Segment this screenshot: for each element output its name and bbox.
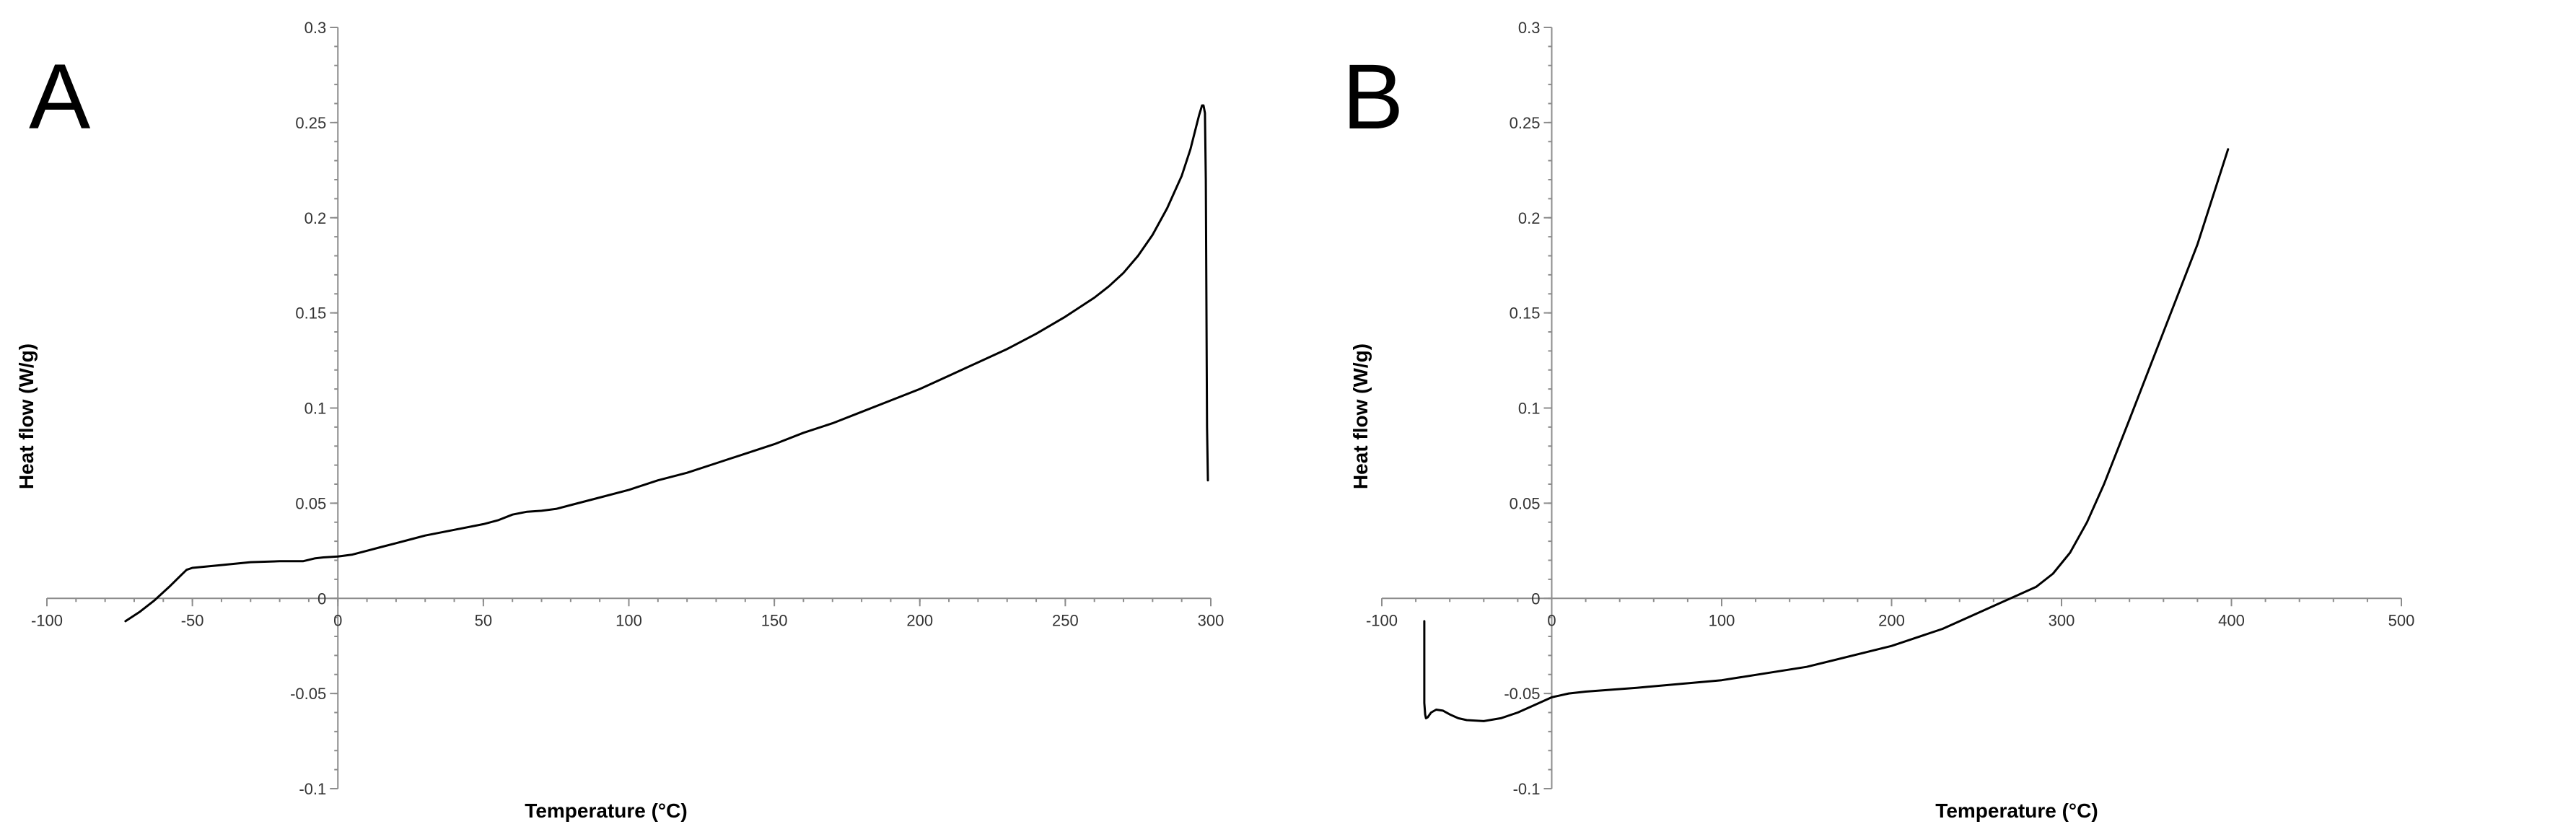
chart-a-x-tick-label: -50 (181, 611, 204, 629)
chart-a-y-tick-label: 0.25 (295, 114, 326, 132)
chart-panel-a: A -100 -50 0 50 100 150 200 250 300 -0.1 -0.05 0 0.0… (15, 19, 1225, 822)
chart-a-x-tick-label: 50 (475, 611, 492, 629)
chart-a-x-tick-label: 200 (906, 611, 933, 629)
chart-a-y-tick-label: 0.3 (305, 19, 327, 37)
chart-b-x-tick-label: 0 (1547, 611, 1556, 629)
chart-b-x-tick-label: 100 (1709, 611, 1735, 629)
chart-b-x-tick-label: 300 (2049, 611, 2075, 629)
chart-b-y-tick-label: 0.2 (1518, 209, 1541, 227)
chart-a-y-tick-label: 0.2 (305, 209, 327, 227)
chart-a-y-tick-label: -0.1 (299, 780, 326, 798)
chart-b-y-tick-label: 0.15 (1510, 304, 1541, 323)
chart-b-series-line (1423, 148, 2230, 722)
chart-a-y-tick-label: 0.15 (295, 304, 326, 323)
chart-panel-b: B -100 0 100 200 300 400 500 -0.1 -0.05 0 0.05 0.1 0… (1288, 0, 2576, 837)
chart-a-x-axis-title: Temperature (°C) (525, 799, 687, 822)
chart-b-y-axis-title: Heat flow (W/g) (1349, 343, 1372, 489)
chart-b-panel-letter: B (1342, 45, 1403, 149)
chart-b-y-tick-label: 0.3 (1518, 19, 1541, 37)
chart-a-series-line (124, 104, 1209, 623)
chart-a-x-tick-label: 250 (1052, 611, 1079, 629)
chart-a-y-tick-label: 0 (317, 590, 326, 608)
chart-a-y-axis-title: Heat flow (W/g) (15, 343, 38, 489)
chart-b-svg: B -100 0 100 200 300 400 500 -0.1 -0.05 0 0.05 0.1 0… (1342, 19, 2415, 822)
chart-a-y-tick-label: 0.05 (295, 494, 326, 512)
chart-b-x-tick-label: -100 (1366, 611, 1398, 629)
chart-b-x-tick-label: 400 (2218, 611, 2245, 629)
chart-a-y-tick-label: 0.1 (305, 400, 327, 418)
chart-a-y-tick-label: -0.05 (290, 685, 326, 703)
chart-b-y-tick-label: 0.25 (1510, 114, 1541, 132)
chart-a-svg: A -100 -50 0 50 100 150 200 250 300 -0.1 -0.05 0 0.0… (15, 19, 1225, 822)
chart-a-x-tick-label: 0 (333, 611, 342, 629)
chart-a-x-tick-label: 300 (1198, 611, 1225, 629)
chart-a-x-tick-label: 100 (615, 611, 642, 629)
chart-b-x-axis-title: Temperature (°C) (1935, 799, 2098, 822)
chart-b-x-tick-label: 500 (2388, 611, 2415, 629)
chart-b-y-tick-label: -0.05 (1504, 685, 1540, 703)
chart-b-y-tick-label: 0 (1531, 590, 1540, 608)
chart-b-y-tick-label: 0.1 (1518, 400, 1541, 418)
chart-b-x-tick-label: 200 (1878, 611, 1905, 629)
chart-a-x-tick-label: -100 (31, 611, 63, 629)
chart-a-panel-letter: A (29, 45, 91, 149)
chart-b-y-tick-label: 0.05 (1510, 494, 1541, 512)
chart-a-x-tick-label: 150 (761, 611, 788, 629)
chart-b-y-tick-label: -0.1 (1513, 780, 1541, 798)
